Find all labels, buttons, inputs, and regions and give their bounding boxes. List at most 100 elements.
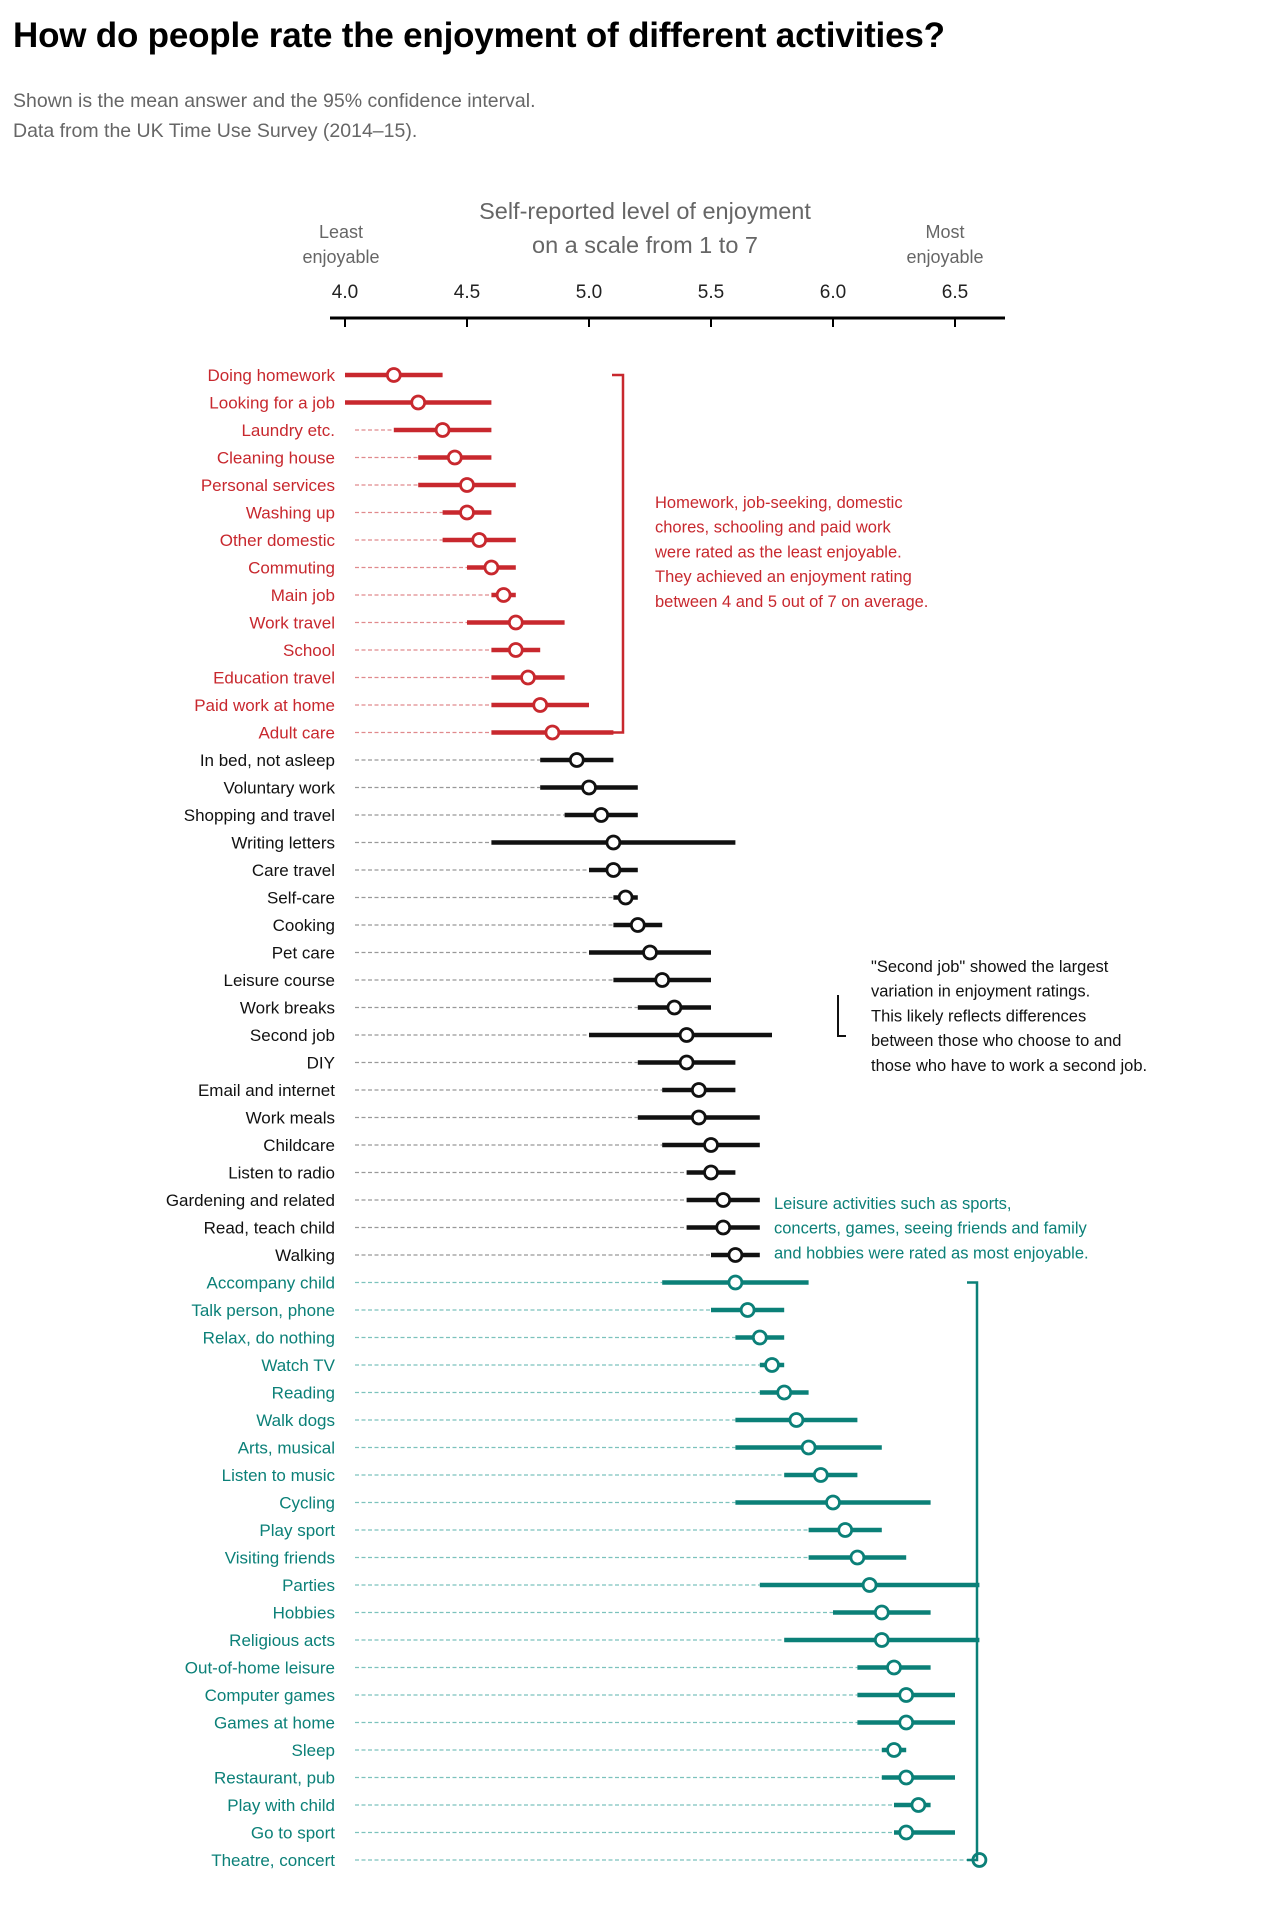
activity-label: Cycling xyxy=(279,1494,335,1513)
x-tick-label: 6.5 xyxy=(942,282,968,303)
least-annotation-line: between 4 and 5 out of 7 on average. xyxy=(655,593,928,611)
mean-marker xyxy=(776,1384,793,1401)
mean-marker xyxy=(727,1274,744,1291)
activity-row: Care travel xyxy=(252,861,638,880)
middle-annotation-line: "Second job" showed the largest xyxy=(871,958,1109,976)
activity-row: Walk dogs xyxy=(256,1411,858,1430)
activity-row: Cleaning house xyxy=(217,449,492,468)
activity-row: Adult care xyxy=(258,724,614,743)
activity-label: Read, teach child xyxy=(204,1219,335,1238)
activity-label: Talk person, phone xyxy=(191,1301,335,1320)
activity-label: Other domestic xyxy=(220,531,336,550)
mean-marker xyxy=(605,834,622,851)
activity-row: Laundry etc. xyxy=(241,421,492,440)
axis-title-line-1: Self-reported level of enjoyment xyxy=(479,198,811,224)
most-annotation-line: Leisure activities such as sports, xyxy=(774,1195,1012,1213)
activity-label: Reading xyxy=(272,1384,335,1403)
activity-row: Accompany child xyxy=(206,1274,809,1293)
activity-row: In bed, not asleep xyxy=(200,751,614,770)
mean-marker xyxy=(873,1632,890,1648)
activity-label: In bed, not asleep xyxy=(200,751,335,770)
mean-marker xyxy=(764,1357,780,1373)
activity-row: Go to sport xyxy=(251,1824,955,1843)
activity-label: Walking xyxy=(275,1246,335,1265)
activity-row: Arts, musical xyxy=(238,1439,882,1458)
mean-marker xyxy=(507,642,524,658)
mean-marker xyxy=(385,367,402,383)
mean-marker xyxy=(886,1659,902,1676)
activity-label: Computer games xyxy=(205,1686,335,1705)
activity-label: Looking for a job xyxy=(209,394,335,413)
mean-marker xyxy=(800,1439,817,1456)
activity-label: Voluntary work xyxy=(224,779,336,798)
activity-label: Parties xyxy=(282,1576,335,1595)
activity-label: DIY xyxy=(307,1054,335,1073)
activity-row: Talk person, phone xyxy=(191,1301,785,1320)
activity-row: Relax, do nothing xyxy=(203,1329,785,1348)
activity-row: Listen to music xyxy=(222,1466,858,1485)
mean-marker xyxy=(910,1797,927,1813)
mean-marker xyxy=(873,1604,890,1621)
activity-row: Washing up xyxy=(246,504,492,523)
mean-marker xyxy=(459,504,475,521)
mean-marker xyxy=(507,614,524,631)
activity-label: Hobbies xyxy=(273,1604,335,1623)
activity-row: Visiting friends xyxy=(225,1549,907,1568)
activity-row: Main job xyxy=(271,586,516,605)
activity-row: Cooking xyxy=(273,916,663,935)
activity-row: Work breaks xyxy=(240,999,711,1018)
activity-label: Theatre, concert xyxy=(211,1851,335,1870)
activity-row: Listen to radio xyxy=(228,1164,736,1183)
activity-label: Listen to radio xyxy=(228,1164,335,1183)
least-annotation-line: Homework, job-seeking, domestic xyxy=(655,494,903,512)
activity-row: Out-of-home leisure xyxy=(185,1659,931,1678)
activity-label: School xyxy=(283,641,335,660)
activity-row: Second job xyxy=(250,1026,772,1045)
activity-label: Walk dogs xyxy=(256,1411,335,1430)
mean-marker xyxy=(861,1577,878,1593)
activity-row: Read, teach child xyxy=(204,1219,760,1238)
most-annotation-line: and hobbies were rated as most enjoyable… xyxy=(774,1244,1089,1262)
mean-marker xyxy=(812,1467,829,1483)
activity-label: Shopping and travel xyxy=(184,806,335,825)
activity-row: Email and internet xyxy=(198,1081,736,1100)
mean-marker xyxy=(678,1054,695,1071)
activity-label: Washing up xyxy=(246,504,335,523)
mean-marker xyxy=(898,1687,915,1703)
activity-row: Computer games xyxy=(205,1686,955,1705)
activity-label: Play with child xyxy=(227,1796,335,1815)
activity-row: Commuting xyxy=(248,559,516,578)
mean-marker xyxy=(788,1412,805,1428)
mean-marker xyxy=(715,1219,732,1236)
activity-label: Play sport xyxy=(259,1521,335,1540)
activity-row: Work travel xyxy=(249,614,565,633)
least-annotation-line: chores, schooling and paid work xyxy=(655,519,891,537)
activity-label: Visiting friends xyxy=(225,1549,335,1568)
most-enjoyable-label-line-1: Most xyxy=(925,222,964,242)
middle-annotation-line: between those who choose to and xyxy=(871,1032,1121,1050)
activity-label: Out-of-home leisure xyxy=(185,1659,335,1678)
activity-row: Watch TV xyxy=(261,1356,785,1375)
middle-annotation-line: variation in enjoyment ratings. xyxy=(871,983,1090,1001)
activity-row: Personal services xyxy=(201,476,516,495)
mean-marker xyxy=(434,422,451,438)
least-enjoyable-label-line-2: enjoyable xyxy=(302,247,379,267)
activity-label: Work meals xyxy=(246,1109,335,1128)
activity-label: Personal services xyxy=(201,476,335,495)
least-annotation-line: They achieved an enjoyment rating xyxy=(655,568,912,586)
activity-row: Leisure course xyxy=(223,971,711,990)
activity-label: Email and internet xyxy=(198,1081,335,1100)
mean-marker xyxy=(898,1769,915,1786)
activity-row: Doing homework xyxy=(207,366,443,385)
activity-row: Writing letters xyxy=(231,834,736,853)
activity-label: Go to sport xyxy=(251,1824,335,1843)
mean-marker xyxy=(825,1494,841,1511)
x-tick-label: 6.0 xyxy=(820,282,846,303)
activity-label: Listen to music xyxy=(222,1466,336,1485)
activity-row: School xyxy=(283,641,541,660)
activity-label: Paid work at home xyxy=(194,696,335,715)
mean-marker xyxy=(849,1549,866,1566)
middle-annotation-line: those who have to work a second job. xyxy=(871,1057,1147,1075)
activity-label: Games at home xyxy=(214,1714,335,1733)
activity-row: Work meals xyxy=(246,1109,760,1128)
